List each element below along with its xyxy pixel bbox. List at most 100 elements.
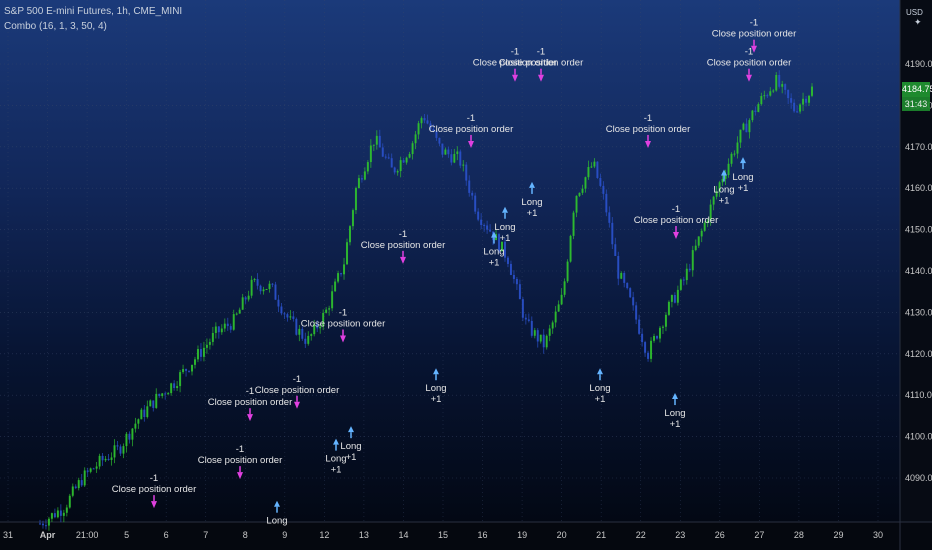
candle-body[interactable] [721, 178, 724, 183]
candle-body[interactable] [292, 316, 295, 319]
candle-body[interactable] [745, 123, 748, 133]
scale-settings-icon[interactable]: ✦ [914, 17, 922, 27]
candle-body[interactable] [158, 393, 161, 397]
candle-body[interactable] [238, 309, 241, 314]
candle-body[interactable] [477, 211, 480, 220]
candle-body[interactable] [283, 313, 286, 315]
candle-body[interactable] [450, 154, 453, 163]
candle-body[interactable] [569, 235, 572, 262]
candle-body[interactable] [116, 445, 119, 447]
candle-body[interactable] [644, 342, 647, 353]
candle-body[interactable] [623, 272, 626, 283]
candle-body[interactable] [366, 162, 369, 172]
long-order-arrow-icon[interactable] [274, 500, 280, 507]
candle-body[interactable] [805, 98, 808, 103]
candle-body[interactable] [808, 95, 811, 103]
candle-body[interactable] [161, 393, 164, 397]
candle-body[interactable] [635, 305, 638, 320]
candle-body[interactable] [435, 131, 438, 138]
candle-body[interactable] [50, 513, 53, 519]
candle-body[interactable] [456, 151, 459, 154]
candle-body[interactable] [71, 486, 74, 496]
candle-body[interactable] [664, 314, 667, 327]
candle-body[interactable] [199, 349, 202, 357]
candle-body[interactable] [331, 291, 334, 309]
candle-body[interactable] [47, 518, 50, 526]
candle-body[interactable] [691, 250, 694, 271]
close-order-arrow-icon[interactable] [237, 472, 243, 480]
candle-body[interactable] [328, 308, 331, 310]
candle-body[interactable] [593, 161, 596, 167]
candle-body[interactable] [518, 284, 521, 300]
candle-body[interactable] [146, 406, 149, 418]
candle-body[interactable] [286, 314, 289, 318]
candle-body[interactable] [673, 295, 676, 303]
candle-body[interactable] [372, 144, 375, 146]
candle-body[interactable] [536, 330, 539, 342]
candle-body[interactable] [718, 182, 721, 192]
long-order-arrow-icon[interactable] [491, 231, 497, 238]
candle-body[interactable] [441, 143, 444, 155]
candle-body[interactable] [739, 129, 742, 143]
candle-body[interactable] [122, 446, 125, 454]
candle-body[interactable] [709, 204, 712, 221]
candle-body[interactable] [265, 289, 268, 291]
candle-body[interactable] [74, 486, 77, 489]
candle-body[interactable] [196, 349, 199, 360]
long-order-arrow-icon[interactable] [721, 169, 727, 176]
candle-body[interactable] [229, 326, 232, 330]
candle-body[interactable] [80, 480, 83, 486]
candle-body[interactable] [629, 288, 632, 298]
candle-body[interactable] [289, 316, 292, 318]
candle-body[interactable] [590, 166, 593, 168]
candle-body[interactable] [563, 281, 566, 295]
candle-body[interactable] [796, 111, 799, 113]
candle-body[interactable] [107, 458, 110, 460]
long-order-arrow-icon[interactable] [502, 206, 508, 213]
candle-body[interactable] [268, 283, 271, 290]
candle-body[interactable] [191, 364, 194, 372]
candle-body[interactable] [334, 281, 337, 292]
candle-body[interactable] [235, 313, 238, 315]
candle-body[interactable] [498, 234, 501, 252]
candle-body[interactable] [140, 409, 143, 420]
candle-body[interactable] [137, 419, 140, 424]
close-order-arrow-icon[interactable] [673, 232, 679, 240]
long-order-arrow-icon[interactable] [333, 438, 339, 445]
candle-body[interactable] [754, 110, 757, 112]
candle-body[interactable] [545, 335, 548, 348]
long-order-arrow-icon[interactable] [529, 181, 535, 188]
candle-body[interactable] [459, 151, 462, 166]
candle-body[interactable] [781, 84, 784, 87]
candle-body[interactable] [53, 513, 56, 518]
candle-body[interactable] [688, 268, 691, 271]
candle-body[interactable] [232, 314, 235, 330]
candle-body[interactable] [369, 145, 372, 163]
candle-body[interactable] [340, 273, 343, 275]
candle-body[interactable] [802, 98, 805, 105]
candle-body[interactable] [587, 166, 590, 178]
candle-body[interactable] [337, 273, 340, 282]
candle-body[interactable] [86, 470, 89, 472]
candle-body[interactable] [423, 118, 426, 121]
candle-body[interactable] [503, 241, 506, 258]
candle-body[interactable] [378, 135, 381, 148]
candle-body[interactable] [89, 468, 92, 472]
close-order-arrow-icon[interactable] [746, 74, 752, 82]
candle-body[interactable] [572, 212, 575, 236]
candle-body[interactable] [793, 102, 796, 112]
candle-body[interactable] [599, 177, 602, 186]
candle-body[interactable] [697, 236, 700, 246]
candle-body[interactable] [483, 224, 486, 226]
candle-body[interactable] [351, 210, 354, 227]
candle-body[interactable] [656, 336, 659, 339]
candle-body[interactable] [757, 104, 760, 112]
candle-body[interactable] [530, 320, 533, 336]
candle-body[interactable] [760, 96, 763, 105]
long-order-arrow-icon[interactable] [597, 368, 603, 375]
candle-body[interactable] [527, 319, 530, 321]
candle-body[interactable] [462, 164, 465, 166]
candle-body[interactable] [134, 423, 137, 429]
candle-body[interactable] [343, 264, 346, 275]
candle-body[interactable] [381, 147, 384, 157]
